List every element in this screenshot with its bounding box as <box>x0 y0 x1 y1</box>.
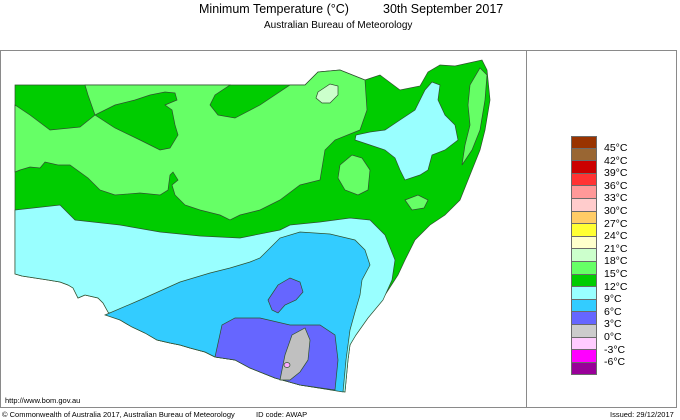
map-frame <box>0 50 677 408</box>
legend-swatch <box>571 198 597 212</box>
legend-label: 30°C <box>604 204 628 217</box>
legend-swatch <box>571 299 597 313</box>
legend-swatch <box>571 173 597 187</box>
region-15-18-north <box>14 69 368 221</box>
region-18-21 <box>315 83 339 104</box>
legend-swatch <box>571 161 597 174</box>
region-3-6-patch <box>267 277 304 314</box>
legend-label: 12°C <box>604 280 628 293</box>
legend-swatch <box>571 186 597 199</box>
legend-swatch <box>571 211 597 225</box>
copyright-text: © Commonwealth of Australia 2017, Austra… <box>2 410 235 419</box>
region-15-18-coast <box>461 67 488 166</box>
legend-label: -6°C <box>604 356 626 369</box>
region-15-18-patch <box>337 154 371 196</box>
legend-label: 6°C <box>604 305 622 318</box>
legend-label: 33°C <box>604 192 628 205</box>
legend-swatch <box>571 224 597 237</box>
legend-swatch <box>571 274 597 288</box>
legend-label: 36°C <box>604 179 628 192</box>
legend-label: 3°C <box>604 318 622 331</box>
legend-label: 9°C <box>604 293 622 306</box>
legend-swatch <box>571 362 597 376</box>
region-3-6-alps <box>214 317 339 391</box>
legend-swatch <box>571 324 597 338</box>
map-title: Minimum Temperature (°C) <box>199 2 349 16</box>
legend-swatch <box>571 249 597 262</box>
legend-label: 18°C <box>604 255 628 268</box>
legend-swatch <box>571 312 597 325</box>
legend-swatch <box>571 148 597 162</box>
legend-label: 0°C <box>604 330 622 343</box>
legend-label: 21°C <box>604 242 628 255</box>
legend-label: 27°C <box>604 217 628 230</box>
legend-label: -3°C <box>604 343 626 356</box>
legend-label: 39°C <box>604 167 628 180</box>
legend-label: 24°C <box>604 230 628 243</box>
website-link[interactable]: http://www.bom.gov.au <box>5 396 81 405</box>
map-date: 30th September 2017 <box>383 2 504 16</box>
legend-divider <box>526 50 527 408</box>
legend-swatch <box>571 261 597 275</box>
region-minus3-0 <box>283 362 291 368</box>
region-9-12-tablelands <box>354 81 459 181</box>
legend-swatch <box>571 136 597 149</box>
legend-label: 15°C <box>604 267 628 280</box>
legend-swatch <box>571 236 597 250</box>
legend-label: 42°C <box>604 154 628 167</box>
id-code: ID code: AWAP <box>256 410 308 419</box>
map-subtitle: Australian Bureau of Meteorology <box>264 20 413 31</box>
legend-swatch <box>571 337 597 351</box>
issued-date: Issued: 29/12/2017 <box>610 410 674 419</box>
chart-title: Minimum Temperature (°C) 30th September … <box>0 0 680 20</box>
legend-swatch <box>571 350 597 363</box>
legend-label: 45°C <box>604 142 628 154</box>
region-15-18-patch-2 <box>404 194 429 211</box>
nsw-temperature-map <box>14 59 491 393</box>
legend-swatch <box>571 287 597 300</box>
